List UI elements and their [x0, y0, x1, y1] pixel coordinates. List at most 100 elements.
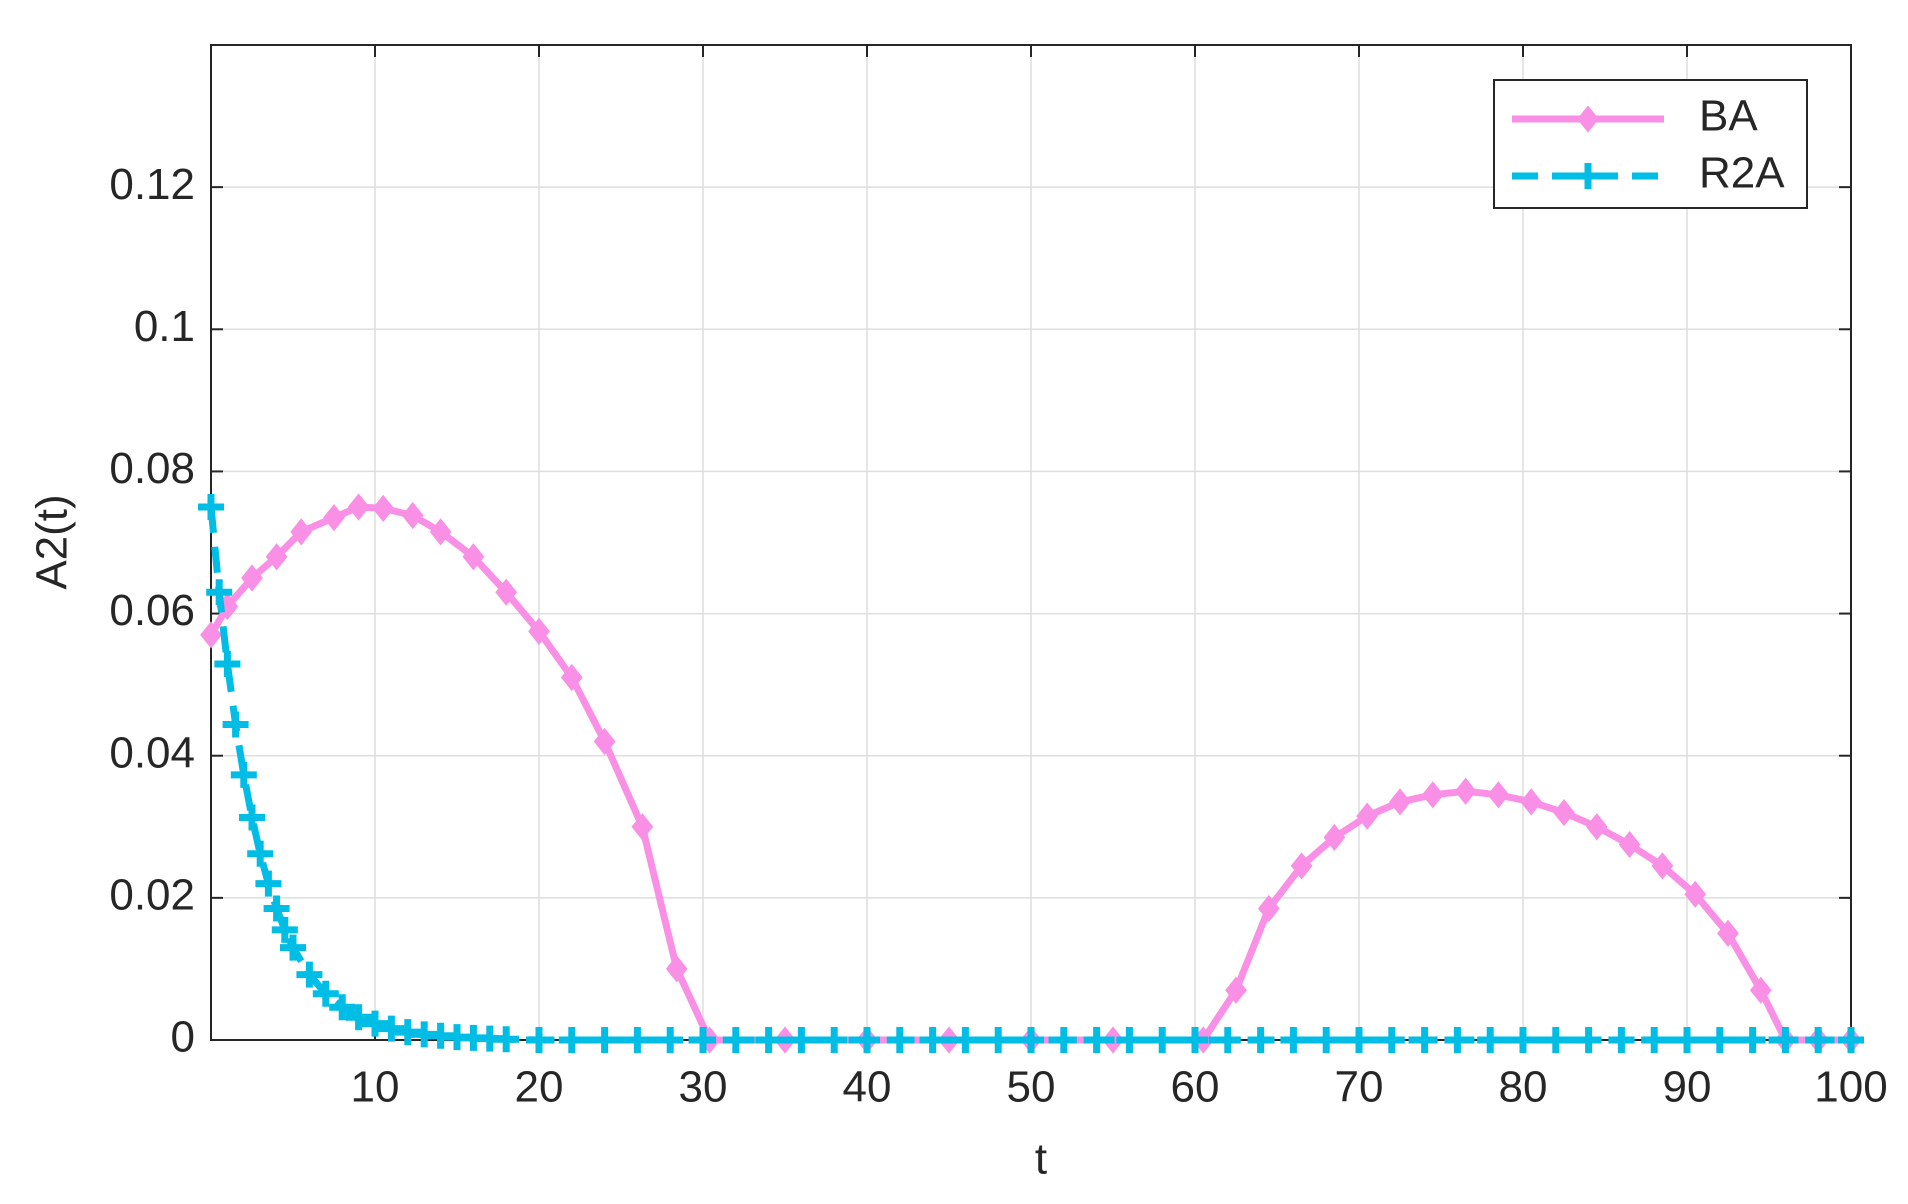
x-tick-label: 70: [1335, 1063, 1384, 1112]
y-tick-label: 0: [171, 1013, 195, 1062]
point-marker: [1247, 1027, 1274, 1053]
point-marker: [271, 916, 298, 943]
point-marker: [198, 493, 224, 520]
point-marker: [362, 1010, 388, 1037]
y-tick-label: 0.02: [109, 870, 195, 919]
point-marker: [462, 543, 485, 571]
point-marker: [1454, 777, 1477, 805]
point-marker: [495, 578, 518, 606]
point-marker: [1389, 788, 1411, 816]
point-marker: [378, 1015, 405, 1042]
point-marker: [657, 1027, 684, 1053]
legend-label: BA: [1699, 92, 1758, 141]
point-marker: [788, 1027, 815, 1053]
point-marker: [624, 1027, 651, 1053]
point-marker: [526, 1027, 552, 1053]
point-marker: [1313, 1027, 1340, 1053]
point-marker: [1116, 1027, 1143, 1053]
point-marker: [1805, 1027, 1832, 1053]
point-marker: [1749, 976, 1772, 1004]
point-marker: [1356, 802, 1379, 830]
point-marker: [755, 1027, 782, 1053]
point-marker: [241, 564, 263, 592]
point-marker: [1214, 1027, 1241, 1053]
legend-box: [1493, 79, 1808, 209]
point-marker: [1618, 830, 1641, 859]
point-marker: [1585, 813, 1608, 841]
legend-marker: [1575, 163, 1601, 189]
point-marker: [493, 1026, 520, 1053]
point-marker: [1421, 781, 1444, 809]
point-marker: [1444, 1027, 1471, 1053]
point-marker: [1717, 919, 1739, 947]
point-marker: [255, 870, 282, 897]
point-marker: [560, 663, 583, 692]
point-marker: [1225, 976, 1247, 1004]
point-marker: [1510, 1027, 1536, 1053]
point-marker: [985, 1027, 1012, 1053]
point-marker: [1674, 1027, 1700, 1053]
x-tick-label: 30: [679, 1063, 728, 1112]
point-marker: [1323, 823, 1346, 852]
point-marker: [312, 980, 339, 1007]
y-tick-label: 0.08: [109, 444, 195, 493]
point-marker: [1149, 1027, 1176, 1053]
point-marker: [265, 543, 288, 571]
point-marker: [665, 955, 688, 983]
point-marker: [206, 579, 233, 606]
point-marker: [1487, 781, 1510, 809]
point-marker: [1018, 1027, 1044, 1053]
point-marker: [952, 1027, 979, 1053]
point-marker: [1772, 1027, 1799, 1053]
point-marker: [722, 1027, 749, 1053]
point-marker: [528, 617, 550, 645]
point-marker: [854, 1027, 880, 1053]
point-marker: [919, 1027, 946, 1053]
point-marker: [690, 1027, 716, 1053]
y-tick-label: 0.06: [109, 586, 195, 635]
point-marker: [1739, 1027, 1766, 1053]
point-marker: [239, 804, 265, 831]
x-tick-label: 40: [843, 1063, 892, 1112]
x-tick-label: 50: [1007, 1063, 1056, 1112]
y-axis-label: A2(t): [28, 494, 77, 589]
point-marker: [886, 1027, 913, 1053]
point-marker: [429, 518, 452, 546]
point-marker: [214, 651, 241, 678]
point-marker: [1520, 788, 1543, 816]
point-marker: [1477, 1027, 1504, 1053]
point-marker: [290, 518, 313, 546]
point-marker: [1651, 852, 1674, 880]
point-marker: [821, 1027, 848, 1053]
legend-label: R2A: [1699, 149, 1785, 198]
point-marker: [263, 895, 290, 922]
point-marker: [1346, 1027, 1372, 1053]
point-marker: [591, 1027, 618, 1053]
point-marker: [1411, 1027, 1438, 1053]
point-marker: [558, 1027, 585, 1053]
point-marker: [1641, 1027, 1668, 1053]
point-marker: [1684, 880, 1707, 908]
point-marker: [323, 504, 345, 532]
point-marker: [1290, 852, 1313, 880]
y-tick-label: 0.04: [109, 728, 195, 777]
point-marker: [593, 727, 616, 756]
point-marker: [1182, 1027, 1208, 1053]
point-marker: [401, 501, 424, 530]
y-tick-label: 0.12: [109, 160, 195, 209]
point-marker: [631, 813, 654, 841]
y-tick-label: 0.1: [134, 302, 195, 351]
point-marker: [1608, 1027, 1635, 1053]
point-marker: [222, 711, 249, 738]
x-axis-label: t: [1035, 1135, 1047, 1184]
point-marker: [280, 934, 306, 961]
point-marker: [1280, 1027, 1307, 1053]
point-marker: [200, 621, 222, 649]
point-marker: [347, 493, 370, 521]
point-marker: [1838, 1027, 1864, 1053]
x-tick-label: 90: [1663, 1063, 1712, 1112]
point-marker: [230, 761, 257, 788]
point-marker: [329, 994, 356, 1021]
x-tick-label: 80: [1499, 1063, 1548, 1112]
